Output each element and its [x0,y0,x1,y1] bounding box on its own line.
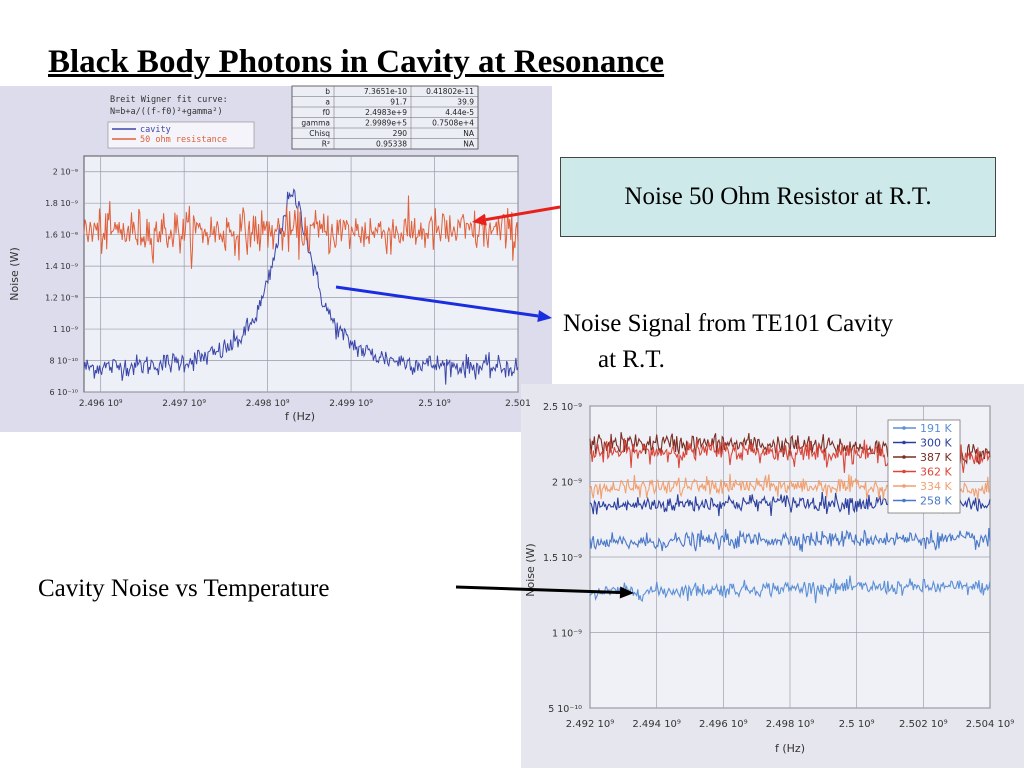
chart1-y-tick-label: 6 10⁻¹⁰ [50,388,78,397]
chart1-fit-table-cell: 7.3651e-10 [364,87,407,96]
chart1-fit-table-cell: 0.95338 [376,140,407,149]
chart2-legend-label: 300 K [920,437,952,450]
chart2-x-axis-label: f (Hz) [775,742,805,755]
chart1-fit-table-cell: a [325,98,330,107]
chart1-fit-table-cell: NA [463,140,475,149]
chart2-x-tick-label: 2.494 10⁹ [632,719,681,730]
chart1-fit-table-cell: 2.4983e+9 [365,108,407,117]
chart1-fit-formula: N=b+a/((f-f0)²+gamma²) [110,107,223,117]
chart2-series-line [589,527,991,552]
chart2-series-line [589,575,991,604]
chart2-y-tick-label: 2.5 10⁻⁹ [543,402,582,413]
resistor-callout-box: Noise 50 Ohm Resistor at R.T. [560,157,996,237]
blue-arrow-head [537,310,552,322]
chart1-fit-table-cell: 4.44e-5 [445,108,474,117]
chart2-y-tick-label: 5 10⁻¹⁰ [548,704,582,715]
chart1-legend-label: cavity [140,125,171,135]
chart2-x-tick-label: 2.504 10⁹ [966,719,1015,730]
chart1-x-tick-label: 2.5 10⁹ [418,399,451,409]
chart2-legend-label: 362 K [920,466,952,479]
chart1-fit-table-cell: 2.9989e+5 [365,119,407,128]
black-arrow-shaft [455,585,621,595]
black-arrow-head [619,586,634,599]
chart2-legend-marker [902,484,906,488]
chart1-x-tick-label: 2.501 [505,399,531,409]
chart2-legend-marker [902,440,906,445]
chart2-x-tick-label: 2.502 10⁹ [899,719,948,730]
chart2-x-tick-label: 2.5 10⁹ [839,719,875,730]
chart1-series-line [83,188,519,385]
red-arrow-head [472,213,487,226]
arrows [335,205,634,599]
chart1-fit-table-cell: R² [322,140,330,149]
chart1-fit-table-cell: 91.7 [390,98,407,107]
chart1-fit-table-cell: 290 [393,129,408,138]
chart2-legend-marker [902,455,906,459]
temperature-callout: Cavity Noise vs Temperature [38,575,330,602]
chart1-y-tick-label: 8 10⁻¹⁰ [50,357,78,366]
chart1-y-tick-label: 1.4 10⁻⁹ [45,262,78,271]
chart1-fit-table-cell: gamma [301,119,330,128]
chart2-y-tick-label: 2 10⁻⁹ [552,478,582,489]
chart2-y-tick-label: 1 10⁻⁹ [552,629,582,640]
chart1-x-tick-label: 2.496 10⁹ [79,399,123,409]
chart1-fit-table-cell: Chisq [309,129,330,138]
chart2-y-axis-label: Noise (W) [524,543,537,596]
chart2-legend-marker [902,498,906,503]
chart2-y-tick-label: 1.5 10⁻⁹ [543,553,582,564]
chart1-fit-table-cell: 0.41802e-11 [426,87,474,96]
chart1-x-tick-label: 2.497 10⁹ [162,399,206,409]
chart1-legend [107,121,255,149]
chart1-x-axis-label: f (Hz) [285,410,315,423]
slide-title: Black Body Photons in Cavity at Resonanc… [48,44,665,80]
chart2-x-tick-label: 2.496 10⁹ [699,719,748,730]
red-arrow-shaft [485,205,561,222]
chart1-y-axis-label: Noise (W) [8,247,21,300]
chart2-legend-label: 258 K [920,495,952,508]
chart2-legend-marker [902,426,906,430]
chart2-legend-label: 387 K [920,451,952,464]
chart1-fit-note: Breit Wigner fit curve: [110,95,228,105]
chart1-plot-area [83,155,519,393]
chart2-legend-marker [902,469,906,474]
chart2-x-tick-label: 2.498 10⁹ [766,719,815,730]
chart1-y-tick-label: 1 10⁻⁹ [53,325,78,334]
chart2-x-tick-label: 2.492 10⁹ [566,719,615,730]
cavity-callout-line2: at R.T. [598,346,665,373]
resistor-callout-text: Noise 50 Ohm Resistor at R.T. [624,183,932,210]
chart1-y-tick-label: 2 10⁻⁹ [53,168,78,177]
blue-arrow-shaft [335,285,539,318]
chart1-series-line [83,195,519,269]
chart2-legend-label: 191 K [920,422,952,435]
chart1-x-tick-label: 2.499 10⁹ [329,399,373,409]
chart1-legend-label: 50 ohm resistance [140,135,227,145]
chart2: 2.492 10⁹ 2.494 10⁹ 2.496 10⁹ 2.498 10⁹ 2.5 … [524,402,1014,755]
chart2-legend-label: 334 K [920,480,952,493]
chart1: 2.496 10⁹ 2.497 10⁹ 2.498 10⁹ 2.499 10⁹ 2.5 … [8,85,531,423]
cavity-callout-line1: Noise Signal from TE101 Cavity [563,310,894,337]
chart1-fit-table-cell: b [325,87,330,96]
chart1-fit-table-cell: 0.7508e+4 [432,119,474,128]
chart1-x-tick-label: 2.498 10⁹ [246,399,290,409]
chart2-legend [887,419,961,514]
chart1-fit-table-cell: f0 [323,108,331,117]
chart1-y-tick-label: 1.6 10⁻⁹ [45,231,78,240]
chart1-y-tick-label: 1.2 10⁻⁹ [45,294,78,303]
chart1-fit-table-cell: NA [463,129,475,138]
chart1-y-tick-label: 1.8 10⁻⁹ [45,199,78,208]
chart1-fit-table-cell: 39.9 [457,98,474,107]
cavity-callout: Noise Signal from TE101 Cavity at R.T. [563,306,1023,378]
